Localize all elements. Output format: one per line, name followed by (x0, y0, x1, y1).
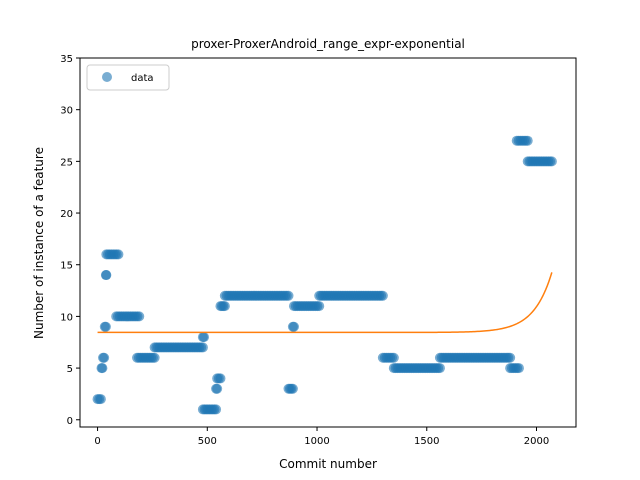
y-axis-label: Number of instance of a feature (32, 147, 46, 339)
scatter-point (522, 135, 533, 146)
x-axis: 0 500 1000 1500 2000 (94, 427, 549, 447)
legend-box (86, 64, 170, 91)
scatter-point (505, 352, 516, 363)
scatter-point (215, 373, 226, 384)
y-tick-label: 30 (60, 106, 73, 117)
plot-frame (79, 57, 577, 428)
scatter-point (99, 352, 110, 363)
scatter-point (513, 363, 524, 374)
plot-area (92, 135, 557, 415)
legend-marker (102, 72, 112, 82)
x-tick-label: 0 (94, 436, 100, 447)
scatter-point (100, 321, 111, 332)
scatter-point (95, 394, 106, 405)
legend-entry-data: data (131, 73, 154, 84)
scatter-point (134, 311, 145, 322)
scatter-point (211, 404, 222, 415)
y-tick-label: 25 (60, 157, 73, 168)
scatter-point (287, 383, 298, 394)
scatter-point (219, 301, 230, 312)
y-tick-label: 20 (60, 209, 73, 220)
scatter-point (212, 383, 223, 394)
scatter-point (546, 156, 557, 167)
scatter-point (199, 332, 209, 343)
scatter-point (149, 352, 160, 363)
scatter-point (314, 301, 325, 312)
x-tick-label: 500 (198, 436, 217, 447)
scatter-point (283, 290, 294, 301)
chart-title: proxer-ProxerAndroid_range_expr-exponent… (191, 37, 465, 51)
scatter-point (388, 352, 399, 363)
scatter-point (288, 321, 299, 332)
x-tick-label: 1000 (304, 436, 329, 447)
y-tick-label: 5 (67, 364, 73, 375)
y-tick-label: 15 (60, 261, 73, 272)
y-tick-label: 10 (60, 312, 73, 323)
legend: data (86, 64, 170, 91)
scatter-point (434, 363, 445, 374)
y-tick-label: 35 (60, 54, 73, 65)
x-tick-label: 2000 (524, 436, 549, 447)
fit-line (97, 272, 553, 334)
scatter-point (101, 270, 112, 281)
scatter-point (97, 363, 108, 374)
scatter-point (197, 342, 208, 353)
scatter-point (113, 249, 124, 260)
y-tick-label: 0 (67, 416, 73, 427)
x-tick-label: 1500 (414, 436, 439, 447)
y-axis: 0 5 10 15 20 25 30 35 (60, 54, 80, 427)
scatter-point (377, 290, 388, 301)
x-axis-label: Commit number (279, 457, 377, 471)
